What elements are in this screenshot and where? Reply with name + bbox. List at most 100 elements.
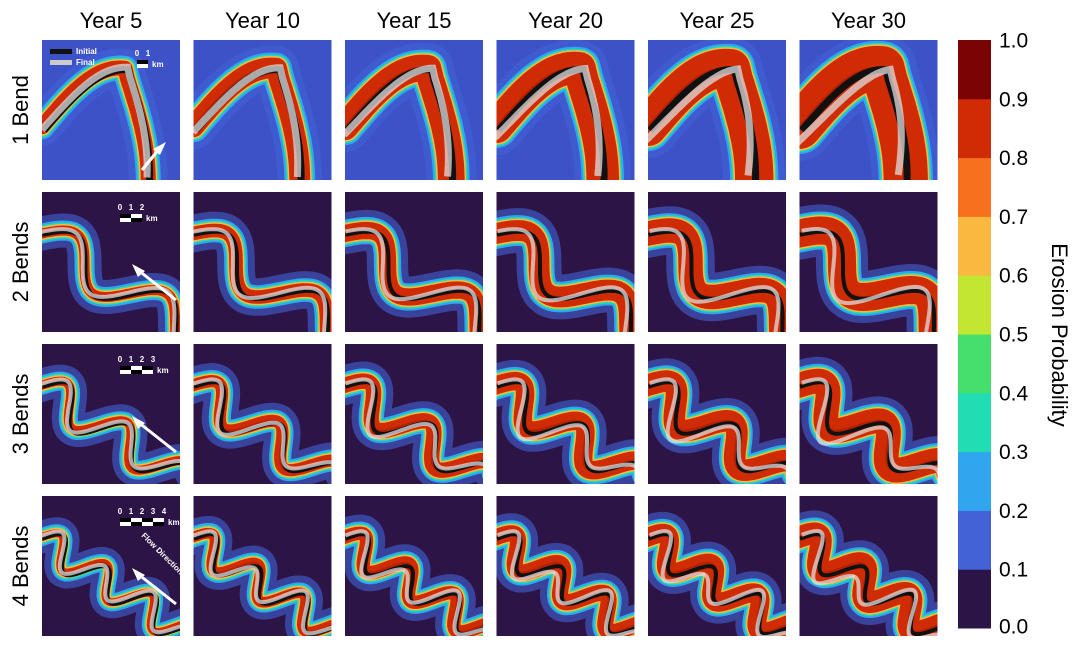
map-panel [799,344,938,484]
column-header: Year 20 [528,8,603,33]
colorbar-tick: 0.7 [999,206,1028,229]
colorbar-tick: 0.4 [999,382,1029,405]
map-panel [648,40,786,180]
colorbar-band [958,510,991,570]
final-channel [345,529,483,636]
scale-tick: 0 [135,49,140,58]
scale-unit: km [152,60,164,69]
column-header: Year 15 [376,8,451,33]
colorbar-tick: 0.9 [999,88,1028,111]
colorbar-band [958,334,991,394]
initial-channel [648,229,785,332]
map-panel [193,40,332,180]
flow-arrow [137,268,177,302]
scale-tick: 2 [140,203,145,212]
legend-final: Final [76,58,95,67]
scale-tick: 3 [151,507,156,516]
colorbar-tick: 0.3 [999,441,1028,464]
flow-arrow [137,420,177,454]
map-panel [496,192,635,332]
row-label: 4 Bends [8,526,33,607]
scale-segment [131,370,142,374]
scale-segment [142,370,153,374]
colorbar-band [958,157,991,217]
column-header: Year 30 [831,8,906,33]
final-channel [648,528,786,636]
scale-segment [131,218,142,222]
map-panel: 0 1 2km [42,192,180,332]
final-channel [496,529,635,636]
final-channel [497,227,630,332]
legend-initial: Initial [76,47,97,56]
legend-final-swatch [50,60,72,65]
scale-segment [120,518,131,522]
colorbar-tick: 0.0 [999,616,1028,639]
scale-segment [120,218,131,222]
scale-tick: 1 [129,507,134,516]
row-label: 1 Bend [8,75,33,145]
map-panel [496,40,635,180]
map-panel [345,192,483,332]
scale-segment [153,522,164,526]
colorbar-tick: 0.5 [999,324,1028,347]
map-panel [193,344,332,484]
final-channel [648,65,754,176]
scale-segment [131,518,142,522]
colorbar-band [958,392,991,453]
scale-tick: 2 [140,507,145,516]
map-panel [345,344,483,484]
row-label: 3 Bends [8,374,33,455]
colorbar-label: Erosion Probability [1047,243,1072,426]
map-panel: 0 1km Initial Final [42,40,180,180]
column-header: Year 25 [679,8,754,33]
row-label: 2 Bends [8,222,33,303]
flow-arrow [137,572,177,606]
scale-segment [137,64,148,68]
scale-segment [131,366,142,370]
flow-arrowhead [132,568,145,581]
map-panel [648,344,786,484]
map-panel: 0 1 2 3km [42,344,180,484]
final-channel [42,529,180,635]
scale-tick: 4 [162,507,167,516]
scale-tick: 1 [146,49,151,58]
column-header: Year 5 [80,8,143,33]
initial-channel [799,532,938,636]
initial-channel [648,532,786,636]
scale-segment [131,522,142,526]
final-channel [801,227,932,332]
scale-segment [142,518,153,522]
final-channel [345,64,452,177]
final-channel [496,64,603,177]
map-panel [799,40,938,180]
scale-segment [120,370,131,374]
colorbar-band [958,275,991,335]
map-panel [799,496,938,636]
colorbar-tick: 0.6 [999,265,1028,288]
final-channel [193,227,328,332]
scale-tick: 3 [151,355,156,364]
map-panel [496,344,635,484]
map-panel [345,40,483,180]
colorbar-tick: 1.0 [999,30,1028,53]
scale-segment [153,518,164,522]
final-channel [801,377,938,476]
scale-tick: 0 [118,355,123,364]
map-panel [648,496,786,636]
colorbar-tick: 0.1 [999,559,1028,582]
flow-arrowhead [153,142,166,155]
final-channel [648,377,786,471]
map-panel [799,192,938,332]
final-channel [42,377,180,471]
scale-segment [142,522,153,526]
final-channel [193,529,332,636]
column-header: Year 10 [225,8,300,33]
initial-channel [799,229,937,332]
final-channel [799,65,905,176]
scale-segment [120,522,131,526]
scale-segment [120,366,131,370]
initial-channel [496,532,635,636]
map-panel [193,496,332,636]
map-panel [496,496,635,636]
colorbar-band [958,40,991,100]
